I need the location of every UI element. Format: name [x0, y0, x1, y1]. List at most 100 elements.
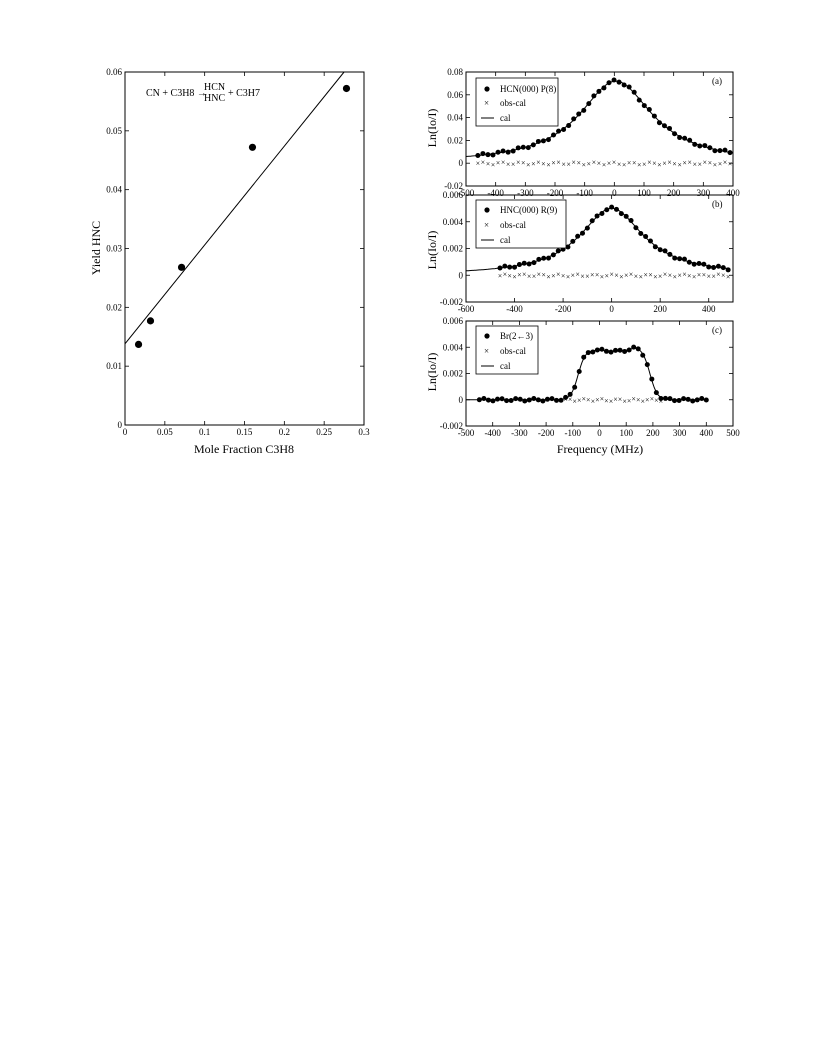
data-point: [513, 396, 519, 402]
data-point: [681, 396, 687, 402]
residual-point: ×: [627, 158, 632, 167]
data-point: [697, 143, 703, 149]
data-point: [576, 111, 582, 117]
annotation-right: + C3H7: [228, 88, 260, 99]
residual-point: ×: [648, 270, 653, 279]
residual-point: ×: [650, 395, 655, 404]
data-point: [694, 397, 700, 403]
y-tick-label: 0.06: [106, 67, 122, 77]
residuals-group: × × × × × × × × × × × × × × × × × × × × × × × × × × × × × × × × × × × × × × × ×…: [476, 158, 733, 170]
y-tick-label: 0.04: [106, 185, 122, 195]
residual-point: ×: [702, 270, 707, 279]
data-point: [566, 123, 572, 129]
data-point: [561, 126, 567, 132]
residual-point: ×: [532, 394, 537, 403]
x-tick-label: -400: [487, 188, 504, 198]
data-point: [608, 349, 614, 355]
data-point: [636, 97, 642, 103]
residual-point: ×: [482, 395, 487, 404]
residual-point: ×: [726, 273, 731, 282]
data-point: [544, 396, 550, 402]
tick-group: -600 -400 -200 0 200 400 -0.002 0 0.002 0.004 0.00…: [440, 190, 733, 314]
residual-point: ×: [522, 397, 527, 406]
residual-point: ×: [572, 397, 577, 406]
y-axis-label: Ln(Io/I): [425, 231, 439, 270]
data-point: [626, 347, 632, 353]
residual-point: ×: [546, 272, 551, 281]
panel-a-chart: -500 -400 -300 -200 -100 0 100 200 300 400 -0.02 0 0…: [425, 67, 740, 198]
residual-point: ×: [600, 272, 605, 281]
legend-cross-icon: ×: [484, 98, 489, 108]
residual-point: ×: [652, 159, 657, 168]
residual-point: ×: [536, 396, 541, 405]
residual-point: ×: [581, 395, 586, 404]
residual-point: ×: [704, 396, 709, 405]
points-group: [476, 344, 709, 404]
residual-point: ×: [521, 159, 526, 168]
residual-point: ×: [639, 272, 644, 281]
residual-point: ×: [571, 271, 576, 280]
data-point: [653, 390, 659, 396]
residual-point: ×: [681, 395, 686, 404]
data-point: [676, 397, 682, 403]
residual-point: ×: [718, 159, 723, 168]
data-point: [667, 396, 673, 402]
data-point: [508, 398, 514, 404]
data-point: [647, 238, 653, 244]
residual-point: ×: [522, 270, 527, 279]
residual-point: ×: [622, 160, 627, 169]
x-tick-label: 400: [702, 304, 716, 314]
data-point: [643, 234, 649, 240]
data-point: [599, 210, 605, 216]
data-point: [507, 264, 513, 270]
residual-point: ×: [659, 397, 664, 406]
legend-cal: cal: [500, 361, 511, 371]
data-point: [521, 260, 527, 266]
x-tick-label: -300: [511, 428, 528, 438]
data-point: [499, 396, 505, 402]
data-point: [500, 148, 506, 154]
data-point: [517, 396, 523, 402]
data-point: [690, 398, 696, 404]
residual-point: ×: [503, 270, 508, 279]
data-point: [621, 82, 627, 88]
data-point: [580, 230, 586, 236]
residual-point: ×: [617, 160, 622, 169]
data-point: [505, 149, 511, 155]
x-tick-label: -500: [458, 188, 475, 198]
data-point: [134, 340, 143, 348]
x-tick-label: 400: [726, 188, 740, 198]
data-point: [711, 264, 717, 270]
residual-point: ×: [695, 396, 700, 405]
points-group: [475, 77, 733, 158]
data-point: [635, 346, 641, 352]
data-point: [717, 148, 723, 154]
data-point: [604, 207, 610, 213]
data-point: [696, 261, 702, 267]
x-tick-label: 0.05: [157, 427, 173, 437]
residual-point: ×: [672, 273, 677, 282]
x-tick-label: -300: [517, 188, 534, 198]
residual-point: ×: [637, 160, 642, 169]
data-point: [699, 395, 705, 401]
data-point: [702, 143, 708, 149]
residual-point: ×: [618, 395, 623, 404]
x-tick-label: 0: [609, 304, 614, 314]
y-tick-label: 0.004: [443, 217, 464, 227]
residual-point: ×: [663, 270, 668, 279]
x-tick-label: -400: [484, 428, 501, 438]
points-group: [134, 84, 351, 348]
y-tick-label: 0.02: [447, 135, 463, 145]
data-point: [727, 150, 733, 156]
residual-point: ×: [513, 395, 518, 404]
data-point: [504, 398, 510, 404]
data-point: [590, 349, 596, 355]
data-point: [545, 137, 551, 143]
data-point: [720, 265, 726, 271]
residual-point: ×: [527, 396, 532, 405]
x-axis-label: Mole Fraction C3H8: [194, 442, 294, 456]
data-point: [584, 225, 590, 231]
data-point: [526, 261, 532, 267]
data-point: [691, 261, 697, 267]
data-point: [549, 396, 555, 402]
